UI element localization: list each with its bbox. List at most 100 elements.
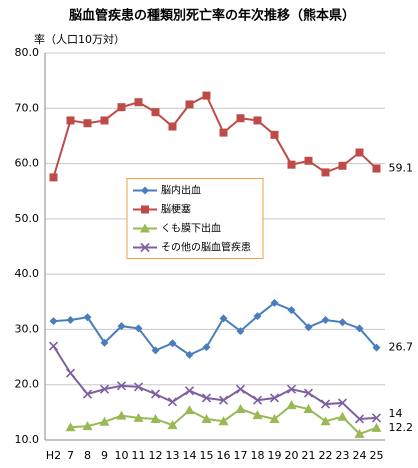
x-tick-label: 24 [353,449,367,462]
marker [82,389,93,399]
marker [270,130,279,139]
marker [150,389,161,399]
legend-label: その他の脳血管疾患 [161,241,251,254]
chart-title: 脳血管疾患の種類別死亡率の年次推移（熊本県） [69,8,355,24]
marker [252,410,263,420]
marker [100,338,109,347]
marker [184,405,195,415]
marker [269,393,280,403]
marker [219,314,228,323]
marker [65,368,76,378]
marker [151,346,160,355]
marker [66,316,75,325]
marker [184,386,195,396]
marker [372,343,381,352]
marker [49,317,58,326]
marker [134,98,143,107]
x-tick-label: 11 [132,449,146,462]
marker [236,114,245,123]
data-label: 14 [389,407,403,420]
x-tick-label: 12 [149,449,163,462]
marker [304,156,313,165]
marker [321,316,330,325]
marker [320,399,331,409]
marker [218,416,229,426]
x-tick-label: 23 [336,449,350,462]
x-tick-label: 16 [217,449,231,462]
marker [303,388,314,398]
x-tick-label: 19 [268,449,282,462]
y-tick-label: 50.0 [15,212,40,225]
marker [354,414,365,424]
marker [116,381,127,391]
marker [371,413,382,423]
x-tick-label: 21 [302,449,316,462]
marker [304,323,313,332]
marker [252,395,263,405]
y-tick-label: 20.0 [15,378,40,391]
marker [141,205,149,214]
x-tick-label: 10 [115,449,129,462]
marker [83,119,92,128]
marker [219,128,228,137]
marker [133,382,144,392]
marker [117,322,126,331]
marker [337,398,348,408]
y-tick-label: 30.0 [15,322,40,335]
marker [371,422,382,432]
marker [354,428,365,438]
marker [150,413,161,423]
x-tick-label: 7 [67,449,74,462]
marker [99,384,110,394]
marker [133,412,144,422]
marker [201,413,212,423]
marker [202,91,211,100]
marker [355,324,364,333]
marker [286,384,297,394]
x-tick-label: 22 [319,449,333,462]
y-tick-label: 40.0 [15,267,40,280]
marker [270,298,279,307]
x-tick-label: 15 [200,449,214,462]
x-tick-label: 20 [285,449,299,462]
marker [218,395,229,405]
marker [185,350,194,359]
marker [185,100,194,109]
marker [48,341,59,351]
marker [140,242,150,253]
series-line [53,301,378,357]
y-tick-label: 80.0 [15,46,40,59]
marker [168,122,177,131]
marker [355,148,364,157]
y-tick-label: 10.0 [15,433,40,446]
legend-box [126,178,264,259]
marker [167,420,178,430]
marker [100,116,109,125]
x-tick-label: 14 [183,449,197,462]
marker [83,313,92,322]
marker [287,306,296,315]
marker [236,327,245,336]
marker [168,339,177,348]
x-tick-label: 17 [234,449,248,462]
marker [82,421,93,431]
y-axis-label: 率（人口10万対） [34,32,125,46]
marker [338,161,347,170]
marker [99,416,110,426]
marker [269,413,280,423]
legend-label: 脳梗塞 [161,203,191,216]
marker [141,186,149,195]
marker [372,164,381,173]
marker [338,318,347,327]
x-tick-label: 8 [84,449,91,462]
data-label: 59.1 [389,162,414,175]
marker [65,422,76,432]
legend-label: 脳内出血 [161,184,201,197]
marker [151,108,160,117]
marker [303,404,314,414]
marker [337,411,348,421]
x-tick-label: 18 [251,449,265,462]
marker [253,312,262,321]
